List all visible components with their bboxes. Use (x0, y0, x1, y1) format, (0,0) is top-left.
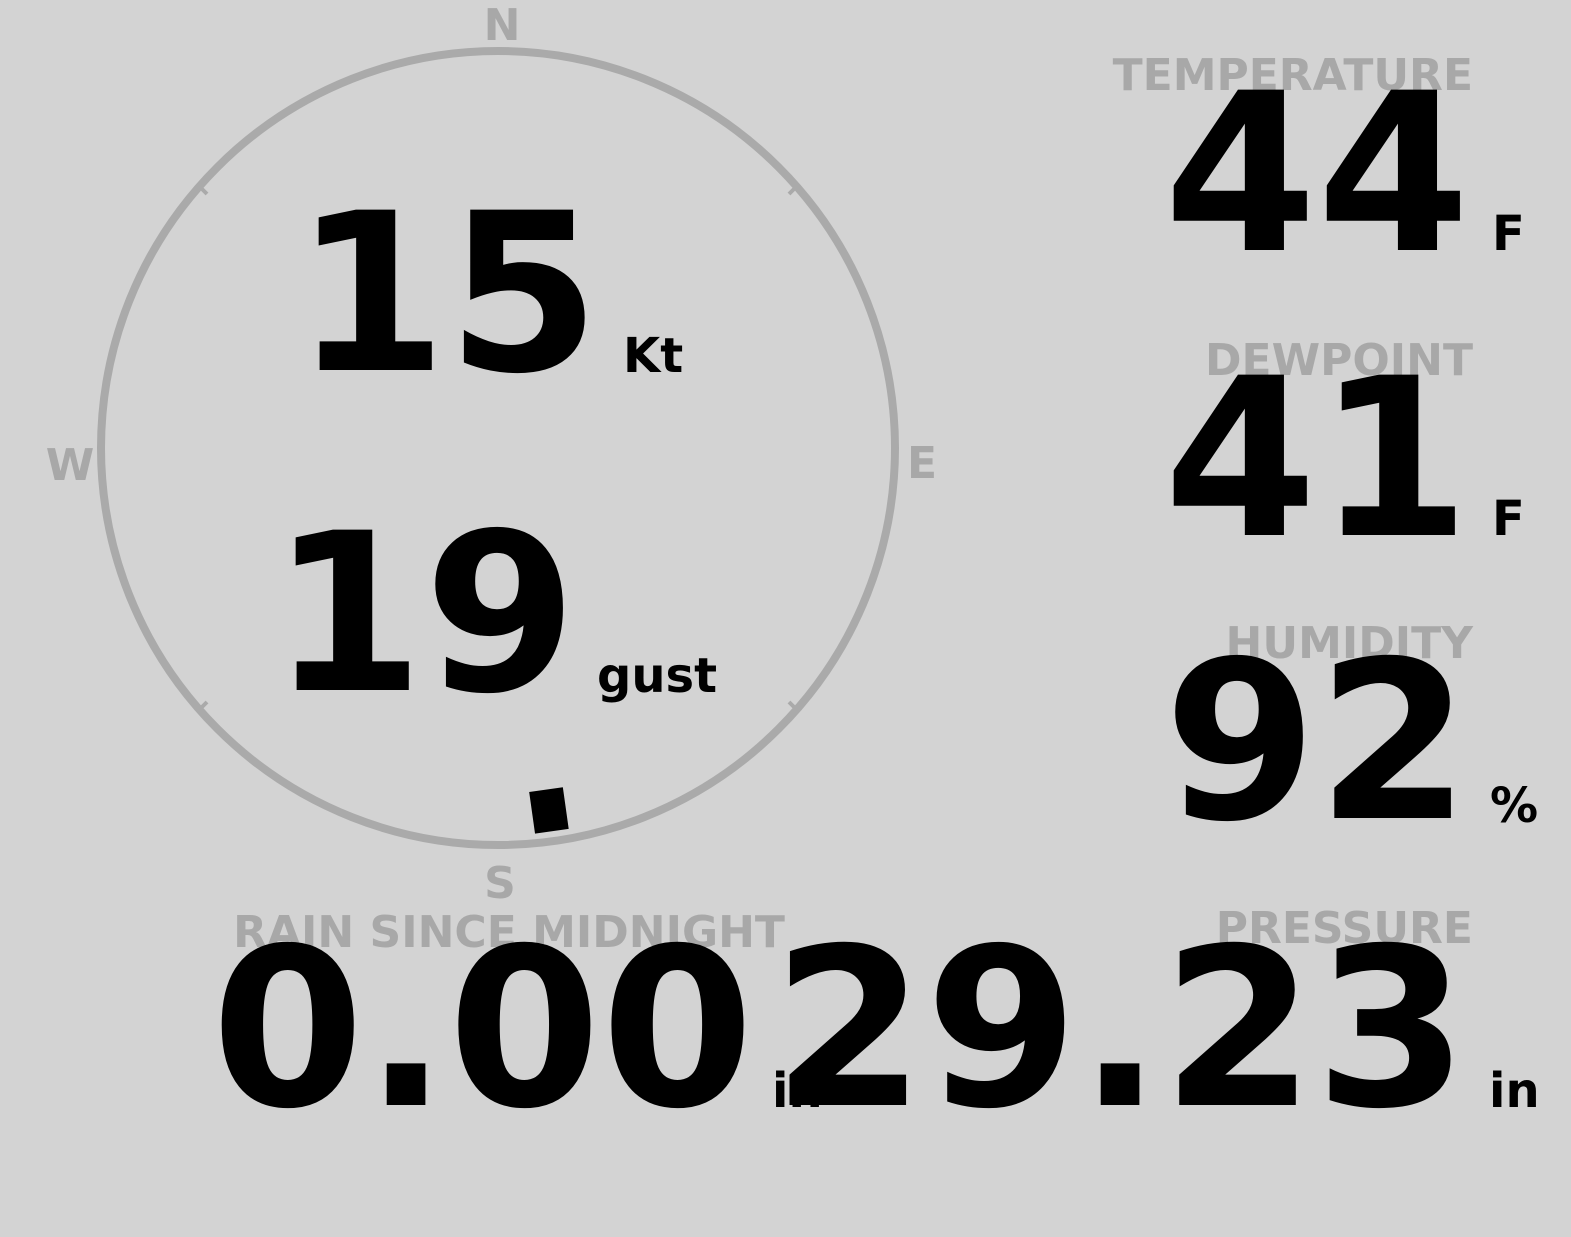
wind-gust: 19 (271, 486, 577, 742)
rain-unit: in (772, 1063, 823, 1119)
compass: N E S W (46, 0, 937, 909)
dewpoint-value: 41 (1164, 331, 1470, 587)
rain-label: RAIN SINCE MIDNIGHT (233, 907, 785, 958)
compass-west: W (46, 440, 95, 491)
compass-south: S (484, 858, 516, 909)
tick (195, 182, 209, 196)
humidity-value: 92 (1164, 614, 1470, 870)
tick (195, 700, 209, 714)
temperature-unit: F (1492, 206, 1525, 262)
compass-north: N (484, 0, 521, 51)
compass-ticks (195, 182, 801, 714)
temperature-label: TEMPERATURE (1113, 50, 1473, 101)
rain-value: 0.00 (211, 901, 754, 1157)
temperature-value: 44 (1164, 46, 1470, 302)
wind-speed: 15 (294, 166, 600, 422)
pressure-label: PRESSURE (1216, 903, 1473, 954)
dewpoint-label: DEWPOINT (1205, 335, 1473, 386)
pressure-value: 29.23 (772, 901, 1468, 1157)
tick (787, 700, 801, 714)
humidity-unit: % (1490, 778, 1538, 834)
wind-speed-unit: Kt (623, 328, 683, 384)
humidity-label: HUMIDITY (1226, 618, 1475, 669)
wind-direction-marker (529, 787, 569, 834)
wind-gust-unit: gust (597, 648, 717, 704)
dewpoint-unit: F (1492, 491, 1525, 547)
tick (787, 182, 801, 196)
pressure-unit: in (1489, 1063, 1540, 1119)
compass-ring (97, 47, 899, 849)
compass-east: E (907, 438, 937, 489)
